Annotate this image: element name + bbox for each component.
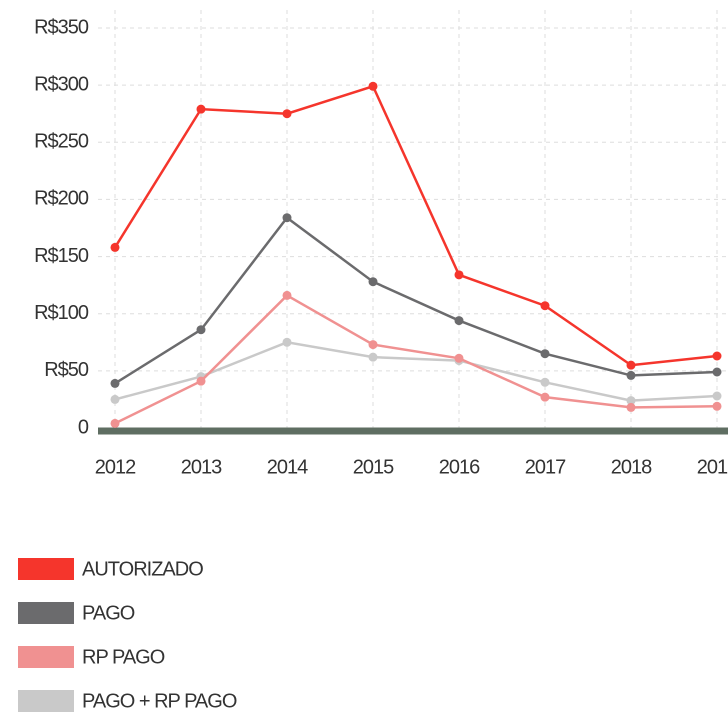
y-tick-label: R$100 [34,302,89,324]
data-point [454,353,464,363]
x-tick-label: 2016 [439,456,480,478]
data-point [712,391,722,401]
series-line [114,215,718,385]
data-point [368,81,378,91]
data-point [110,394,120,404]
x-tick-label: 2019 [697,456,728,478]
x-tick-label: 2013 [181,456,222,478]
data-point [282,290,292,300]
data-point [454,316,464,326]
data-point [196,376,206,386]
x-tick-label: 2014 [267,456,308,478]
legend-label: PAGO + RP PAGO [82,690,237,712]
data-point [368,352,378,362]
legend-swatch [18,558,74,580]
y-tick-label: R$50 [44,359,89,381]
data-point [282,213,292,223]
y-tick-label: R$200 [34,188,89,210]
data-point [196,325,206,335]
series-line [113,84,718,367]
data-point [712,367,722,377]
data-point [712,351,722,361]
data-point [282,109,292,119]
data-point [454,270,464,280]
series-line [114,340,718,402]
data-point [368,277,378,287]
legend-label: RP PAGO [82,646,165,668]
legend-swatch [18,646,74,668]
data-point [540,392,550,402]
data-point [282,337,292,347]
legend-swatch [18,602,74,624]
x-tick-label: 2015 [353,456,394,478]
y-tick-label: R$300 [34,73,89,95]
data-point [626,370,636,380]
data-point [196,104,206,114]
data-point [626,396,636,406]
legend-label: PAGO [82,602,135,624]
x-tick-label: 2018 [611,456,652,478]
data-point [540,349,550,359]
data-point [540,301,550,311]
y-tick-label: R$250 [34,131,89,153]
data-point [110,378,120,388]
legend-label: AUTORIZADO [82,558,203,580]
data-point [540,377,550,387]
data-point [626,360,636,370]
y-tick-label: R$350 [34,16,89,38]
x-tick-label: 2017 [525,456,566,478]
data-point [626,402,636,412]
y-tick-label: 0 [78,416,89,438]
data-point [712,401,722,411]
series-line [114,293,718,425]
y-tick-label: R$150 [34,245,89,267]
data-point [368,340,378,350]
legend-swatch [18,690,74,712]
x-tick-label: 2012 [95,456,136,478]
data-point [110,418,120,428]
data-point [110,242,120,252]
